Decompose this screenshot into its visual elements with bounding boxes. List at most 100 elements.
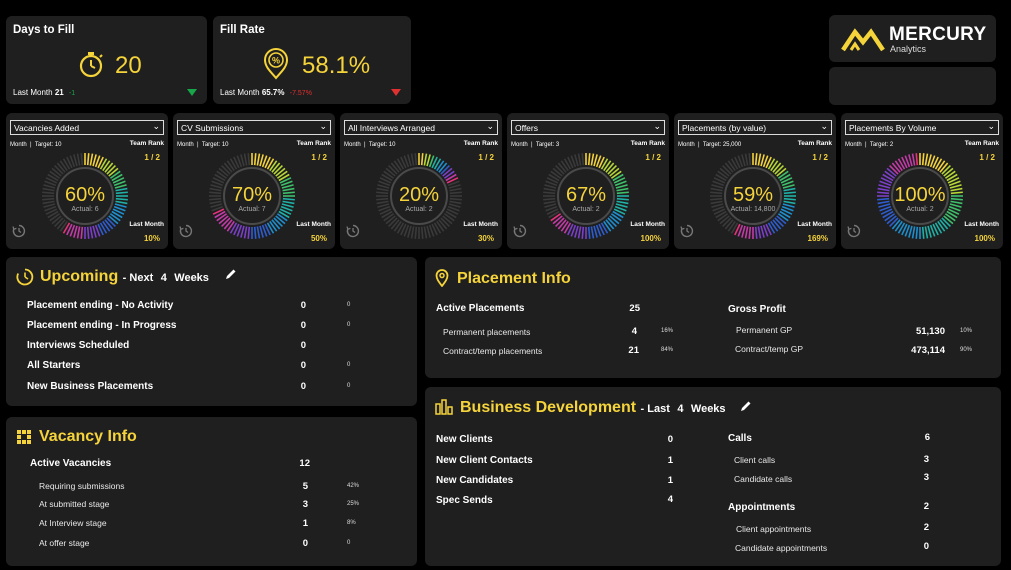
history-icon[interactable] <box>513 224 527 238</box>
gauge-tick <box>80 226 84 239</box>
gauge-tick <box>779 173 791 182</box>
history-icon[interactable] <box>12 224 26 238</box>
gauge-actual: Actual: 7 <box>238 206 266 213</box>
gauge-tick <box>229 222 238 234</box>
gauge-tick <box>223 162 233 173</box>
gauge-tick <box>891 219 901 230</box>
history-icon[interactable] <box>179 224 193 238</box>
gauge-tick <box>379 177 392 184</box>
gauge-tick <box>943 167 954 177</box>
gauge-tick <box>605 162 615 173</box>
gauge-tick <box>877 191 890 195</box>
metric-dropdown-label: CV Submissions <box>181 123 244 133</box>
metric-target: Target: 3 <box>535 142 560 148</box>
metric-dropdown[interactable]: CV Submissions ⌄ <box>177 120 331 135</box>
gauge-tick <box>544 203 557 208</box>
team-rank-label: Team Rank <box>630 140 665 147</box>
gauge-tick <box>765 156 772 169</box>
appointments-label: Appointments <box>728 502 796 513</box>
gauge-tick <box>109 170 121 179</box>
gauge-tick <box>385 167 396 177</box>
metric-dropdown[interactable]: Placements (by value) ⌄ <box>678 120 832 135</box>
gauge-tick <box>76 226 81 239</box>
gauge-tick <box>276 213 288 222</box>
metric-dropdown-label: Placements (by value) <box>682 123 767 133</box>
placement-row-pct: 84% <box>661 347 674 353</box>
gauge-tick <box>889 217 899 227</box>
edit-pencil-icon[interactable] <box>740 400 752 412</box>
vacancy-row-pct: 0 <box>347 540 351 546</box>
gauge-tick <box>214 173 226 182</box>
gauge-tick <box>383 170 395 179</box>
placement-row-pct: 16% <box>661 328 674 334</box>
gauge-tick <box>99 222 108 234</box>
last-month-label: Last Month <box>463 221 498 228</box>
gauge-tick <box>210 203 223 208</box>
edit-pencil-icon[interactable] <box>225 268 237 280</box>
gauge-tick <box>86 226 90 239</box>
gauge-tick <box>80 153 84 166</box>
gauge-tick <box>760 154 765 167</box>
gauge-tick <box>937 160 946 172</box>
gauge-tick <box>209 197 222 201</box>
history-icon[interactable] <box>680 224 694 238</box>
upcoming-row-extra: 0 <box>347 302 351 308</box>
gauge-tick <box>545 180 558 187</box>
metric-dropdown[interactable]: All Interviews Arranged ⌄ <box>344 120 498 135</box>
metric-dropdown[interactable]: Offers ⌄ <box>511 120 665 135</box>
gauge-tick <box>108 167 119 177</box>
gauge-tick <box>102 160 111 172</box>
history-icon[interactable] <box>847 224 861 238</box>
gauge-tick <box>598 156 605 169</box>
gauge-tick <box>43 203 56 208</box>
gauge-tick <box>390 162 400 173</box>
gauge-tick <box>428 224 435 237</box>
gauge-tick <box>229 158 238 170</box>
gauge-tick <box>240 154 245 167</box>
gauge-tick <box>247 226 251 239</box>
metric-dropdown[interactable]: Placements By Volume ⌄ <box>845 120 999 135</box>
gauge-tick <box>377 203 390 208</box>
gauge-tick <box>921 153 925 166</box>
gauge-tick <box>385 215 396 225</box>
gauge-tick <box>886 215 897 225</box>
metric-period: Month <box>177 142 194 148</box>
gauge-tick <box>946 210 958 219</box>
gauge-tick <box>710 191 723 195</box>
gauge-tick <box>598 223 605 236</box>
metric-dropdown[interactable]: Vacancies Added ⌄ <box>10 120 164 135</box>
gauge-tick <box>932 223 939 236</box>
placement-row-label: Contract/temp placements <box>443 346 543 356</box>
vacancy-row-pct: 8% <box>347 520 356 526</box>
gauge-tick <box>603 220 612 232</box>
gauge-tick <box>904 155 911 168</box>
last-month-value: 50% <box>310 234 327 243</box>
gauge: 59% Actual: 14,800 <box>707 150 799 242</box>
gauge-tick <box>894 220 903 232</box>
metric-dropdown-label: Placements By Volume <box>849 123 937 133</box>
gauge-tick <box>253 226 257 239</box>
gauge-tick <box>757 226 762 239</box>
gauge-tick <box>587 226 591 239</box>
history-icon[interactable] <box>346 224 360 238</box>
gauge-tick <box>713 177 726 184</box>
gauge-tick <box>941 165 951 175</box>
gauge-tick <box>603 160 612 172</box>
gauge-tick <box>400 223 407 236</box>
gauge-tick <box>780 177 793 184</box>
metric-meta: Month | Target: 10 <box>344 142 396 148</box>
kpi-title: Fill Rate <box>220 24 265 36</box>
gauge-tick <box>581 153 585 166</box>
vacancy-panel: Vacancy Info Active Vacancies 12 Requiri… <box>6 417 417 566</box>
gauge-tick <box>282 191 295 195</box>
gauge-tick <box>614 205 627 212</box>
gauge-tick <box>115 187 128 192</box>
gauge-tick <box>69 224 76 237</box>
gauge-tick <box>777 213 789 222</box>
gauge-tick <box>266 158 275 170</box>
gauge-tick <box>544 184 557 189</box>
gauge-tick <box>92 225 97 238</box>
gauge-tick <box>929 155 936 168</box>
gauge-tick <box>950 200 963 205</box>
last-month-label: Last Month <box>220 88 260 97</box>
